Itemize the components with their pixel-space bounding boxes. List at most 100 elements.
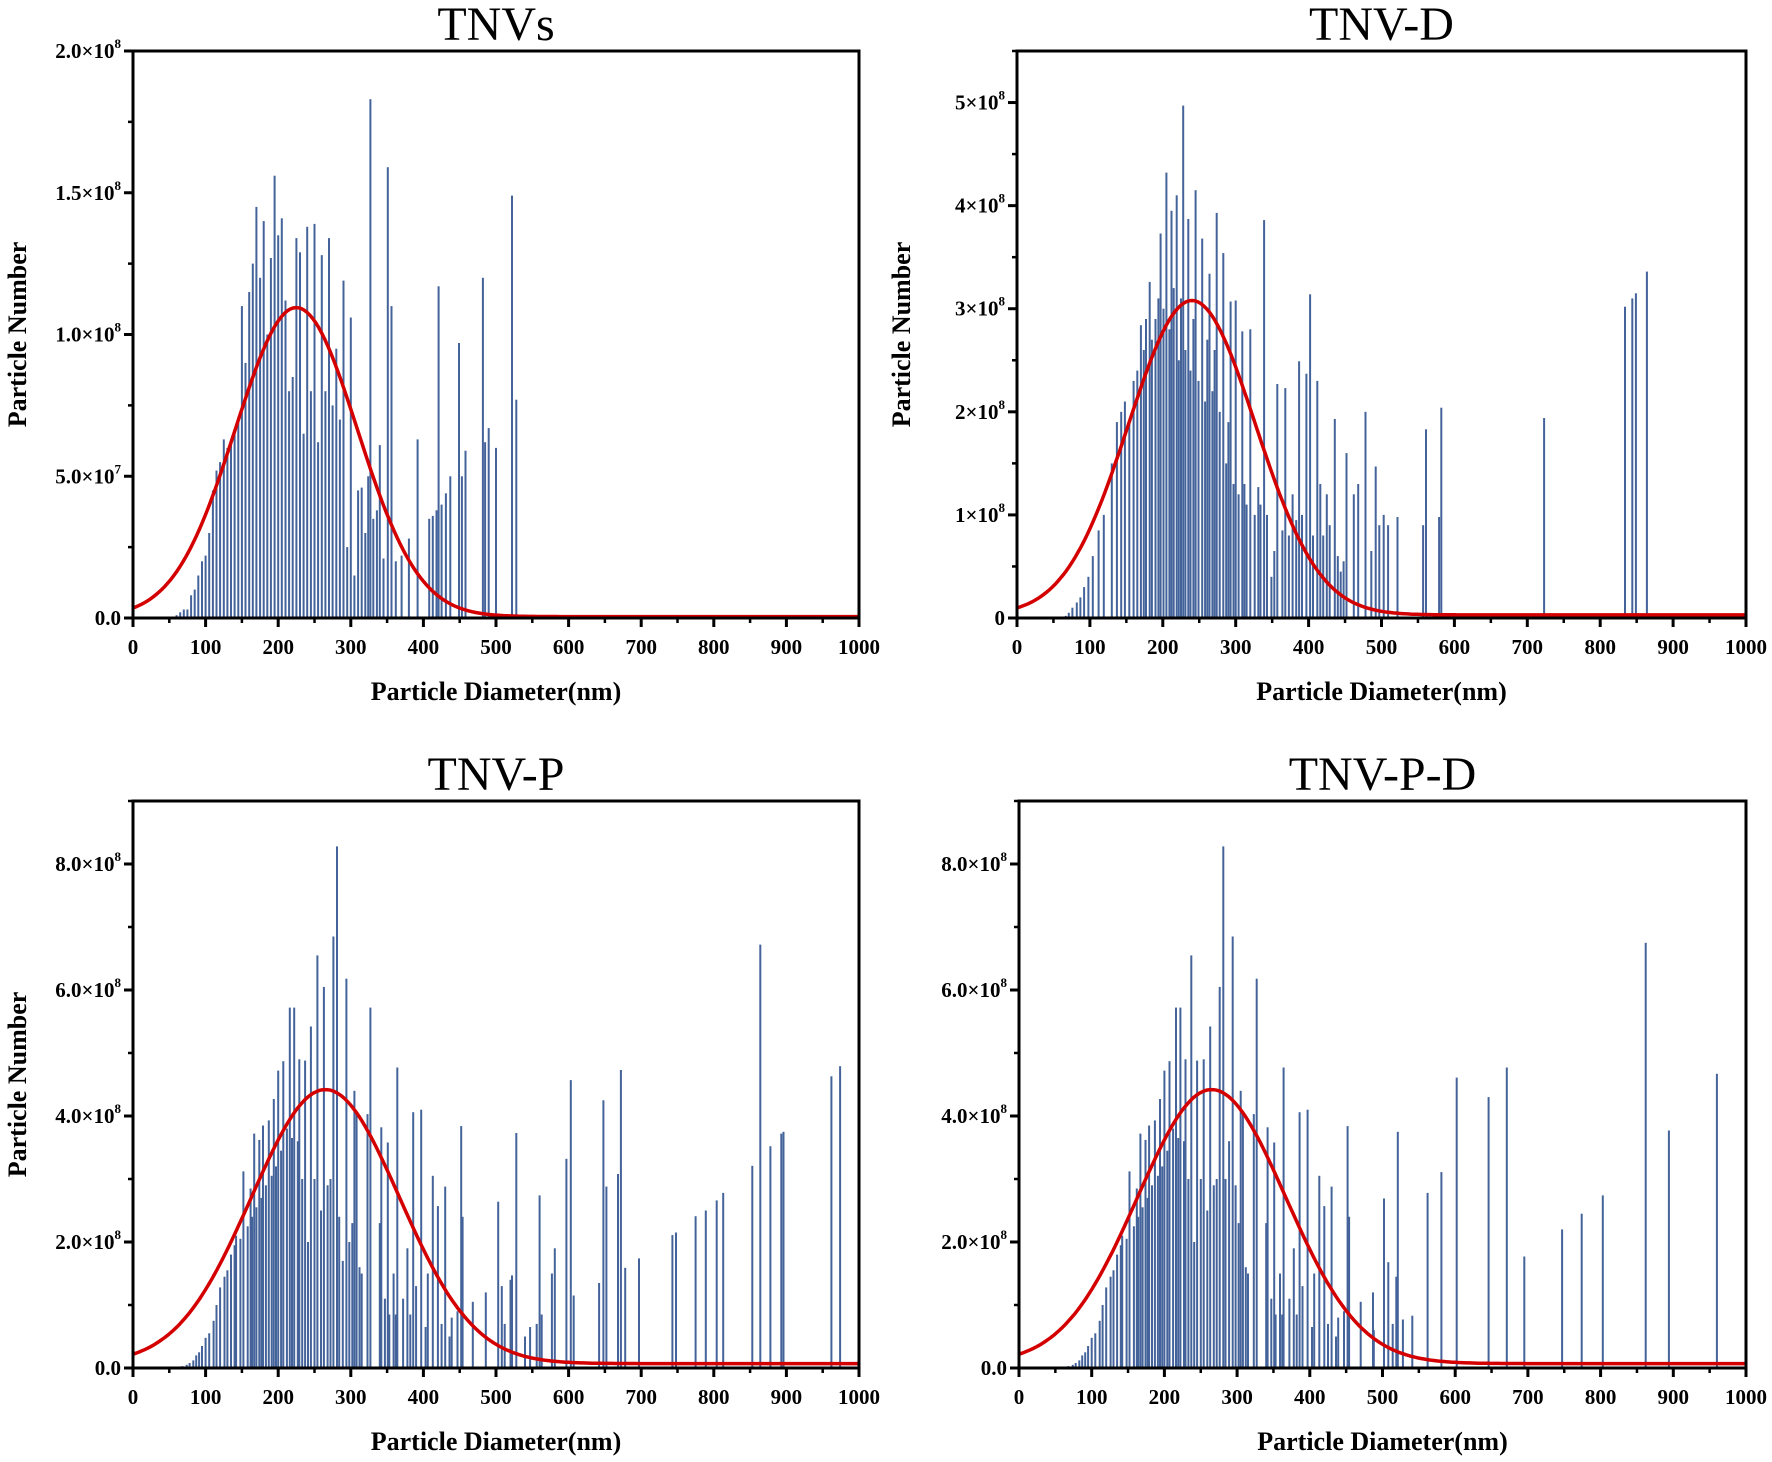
histogram-bar	[1301, 514, 1303, 618]
histogram-bar	[509, 1279, 512, 1368]
histogram-bar	[1087, 576, 1090, 618]
histogram-bar	[284, 300, 287, 618]
histogram-bar	[1206, 339, 1209, 618]
x-tick-label: 1000	[1725, 1385, 1767, 1409]
histogram-bar	[1266, 1127, 1269, 1368]
histogram-bar	[1116, 1254, 1119, 1368]
x-tick-label: 500	[1366, 635, 1398, 659]
histogram-bar	[1335, 1336, 1337, 1368]
histogram-bar	[1165, 172, 1168, 618]
histogram-bar	[1401, 1319, 1404, 1368]
histogram-bar	[262, 221, 265, 618]
y-tick-mantissa: 2.0×10	[941, 1230, 1000, 1254]
histogram-bar	[1357, 484, 1360, 618]
histogram-bar	[1079, 597, 1082, 618]
histogram-bar	[239, 1238, 242, 1368]
histogram-bar	[460, 476, 463, 619]
histogram-bar	[461, 1216, 464, 1368]
histogram-bar	[222, 439, 225, 618]
histogram-bar	[1291, 494, 1294, 618]
histogram-bar	[273, 175, 276, 618]
histogram-bar	[1298, 1112, 1301, 1368]
histogram-bar	[1237, 494, 1240, 618]
histogram-bar	[619, 1070, 622, 1368]
histogram-bar	[1232, 484, 1235, 618]
chart-panel-tnv-p-d: TNV-P-D 0 100 200 300 400 500 600 700 800 900 1000 0…	[941, 748, 1767, 1456]
y-tick-exponent: 8	[1001, 1101, 1008, 1116]
x-tick-label: 800	[1585, 1385, 1617, 1409]
histogram-bar	[1148, 1125, 1151, 1368]
histogram-bar	[540, 1314, 543, 1368]
histogram-bar	[1295, 520, 1298, 618]
histogram-bar	[335, 348, 338, 618]
y-tick-exponent: 8	[999, 397, 1006, 412]
y-tick-label: 1.0×108	[55, 320, 121, 347]
histogram-bar	[394, 561, 397, 618]
x-tick-label: 900	[1658, 1385, 1690, 1409]
histogram-bar	[262, 1125, 264, 1368]
y-tick-mantissa: 0	[995, 606, 1006, 630]
histogram-bar	[358, 1267, 361, 1368]
x-tick-label: 400	[408, 1385, 440, 1409]
histogram-bar	[328, 238, 330, 618]
histogram-bar	[1161, 1166, 1164, 1368]
histogram-bar	[449, 476, 452, 619]
chart-panel-tnvs: TNVs 0 100 200 300 400 500 600 700 800 900 1000 0.0 5…	[3, 0, 880, 706]
histogram-bar	[694, 1216, 697, 1368]
x-tick-label: 0	[128, 1385, 139, 1409]
histogram-bar	[251, 263, 254, 618]
y-tick-label: 5.0×107	[55, 461, 121, 488]
histogram-bar	[246, 1226, 249, 1369]
histogram-bar	[1372, 1330, 1375, 1368]
histogram-bar	[1281, 530, 1284, 618]
chart-title: TNVs	[437, 0, 554, 51]
histogram-bar	[503, 1323, 506, 1368]
histogram-bar	[1182, 105, 1185, 619]
histogram-bar	[1112, 1270, 1115, 1368]
histogram-bar	[1209, 1026, 1212, 1368]
y-tick-exponent: 8	[1001, 849, 1008, 864]
histogram-bar	[1387, 525, 1390, 618]
histogram-bar	[212, 1320, 215, 1369]
histogram-bar	[1162, 308, 1165, 618]
y-tick-exponent: 8	[999, 191, 1006, 206]
histogram-bar	[1318, 1175, 1321, 1368]
histogram-bar	[320, 255, 323, 618]
y-tick-label: 0.0	[95, 1356, 121, 1380]
y-tick-mantissa: 3×10	[955, 297, 998, 321]
bar-series	[175, 99, 518, 619]
histogram-bar	[511, 1275, 513, 1368]
histogram-bar	[431, 1175, 434, 1368]
histogram-bar	[338, 1216, 341, 1368]
histogram-bar	[1190, 955, 1193, 1368]
histogram-bar	[1222, 846, 1225, 1368]
y-axis-label: Particle Number	[3, 242, 32, 428]
histogram-bar	[270, 1175, 273, 1368]
histogram-bar	[481, 277, 484, 618]
histogram-bar	[624, 1267, 627, 1368]
histogram-bar	[201, 1346, 203, 1368]
histogram-bar	[341, 1260, 344, 1368]
y-tick-exponent: 8	[115, 320, 122, 335]
histogram-bar	[1159, 233, 1162, 618]
histogram-bar	[1101, 1305, 1104, 1368]
y-tick-label: 5×108	[955, 88, 1005, 115]
x-tick-label: 700	[1512, 635, 1544, 659]
histogram-bar	[450, 1317, 453, 1368]
histogram-bar	[230, 442, 232, 618]
histogram-bar	[392, 1273, 395, 1368]
x-tick-label: 100	[190, 635, 222, 659]
histogram-bar	[309, 1026, 312, 1368]
histogram-bar	[390, 306, 393, 618]
y-tick-mantissa: 0.0	[95, 1356, 121, 1380]
histogram-bar	[215, 470, 218, 618]
y-tick-label: 6.0×108	[941, 975, 1007, 1002]
histogram-bar	[1139, 1133, 1142, 1368]
y-tick-mantissa: 8.0×10	[941, 852, 1000, 876]
histogram-bar	[1422, 525, 1425, 618]
y-axis-label: Particle Number	[887, 242, 916, 428]
histogram-bar	[1348, 1216, 1351, 1368]
histogram-bar	[460, 1126, 463, 1368]
histogram-bar	[336, 846, 338, 1368]
x-tick-label: 300	[335, 1385, 367, 1409]
